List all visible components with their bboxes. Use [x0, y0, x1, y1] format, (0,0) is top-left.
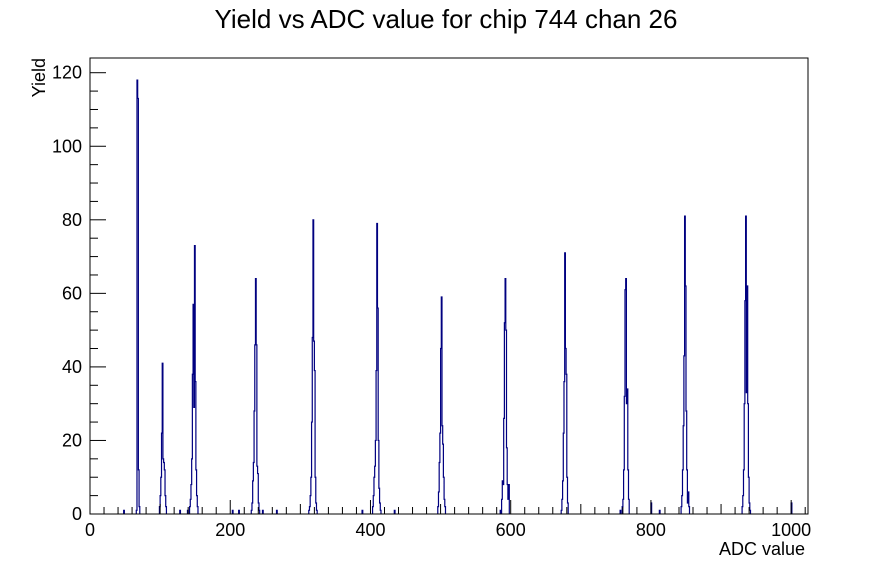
y-tick-label: 0: [72, 504, 82, 524]
x-axis-label: ADC value: [719, 539, 805, 559]
x-tick-label: 200: [215, 520, 245, 540]
x-tick-label: 400: [355, 520, 385, 540]
y-tick-label: 40: [62, 357, 82, 377]
histogram-bin: [503, 485, 504, 514]
y-axis-label: Yield: [29, 58, 49, 97]
x-tick-label: 800: [636, 520, 666, 540]
histogram-bin: [687, 503, 688, 514]
x-tick-label: 600: [496, 520, 526, 540]
x-tick-label: 1000: [771, 520, 811, 540]
histogram-bins: [123, 79, 793, 514]
histogram-outline: [123, 79, 793, 514]
histogram-bin: [194, 407, 195, 514]
y-tick-label: 20: [62, 430, 82, 450]
y-tick-label: 100: [52, 136, 82, 156]
histogram-bin: [163, 459, 164, 514]
histogram-bin: [626, 404, 627, 514]
histogram-bin: [508, 499, 509, 514]
axes: 0 200 400 600 800 1000 0 20 40 60 80 100 120: [52, 57, 811, 540]
x-tick-label: 0: [85, 520, 95, 540]
y-tick-label: 120: [52, 63, 82, 83]
y-tick-label: 80: [62, 210, 82, 230]
y-tick-label: 60: [62, 283, 82, 303]
histogram-bin: [746, 393, 747, 514]
plot-frame: [89, 57, 809, 515]
chart-title: Yield vs ADC value for chip 744 chan 26: [215, 4, 678, 34]
